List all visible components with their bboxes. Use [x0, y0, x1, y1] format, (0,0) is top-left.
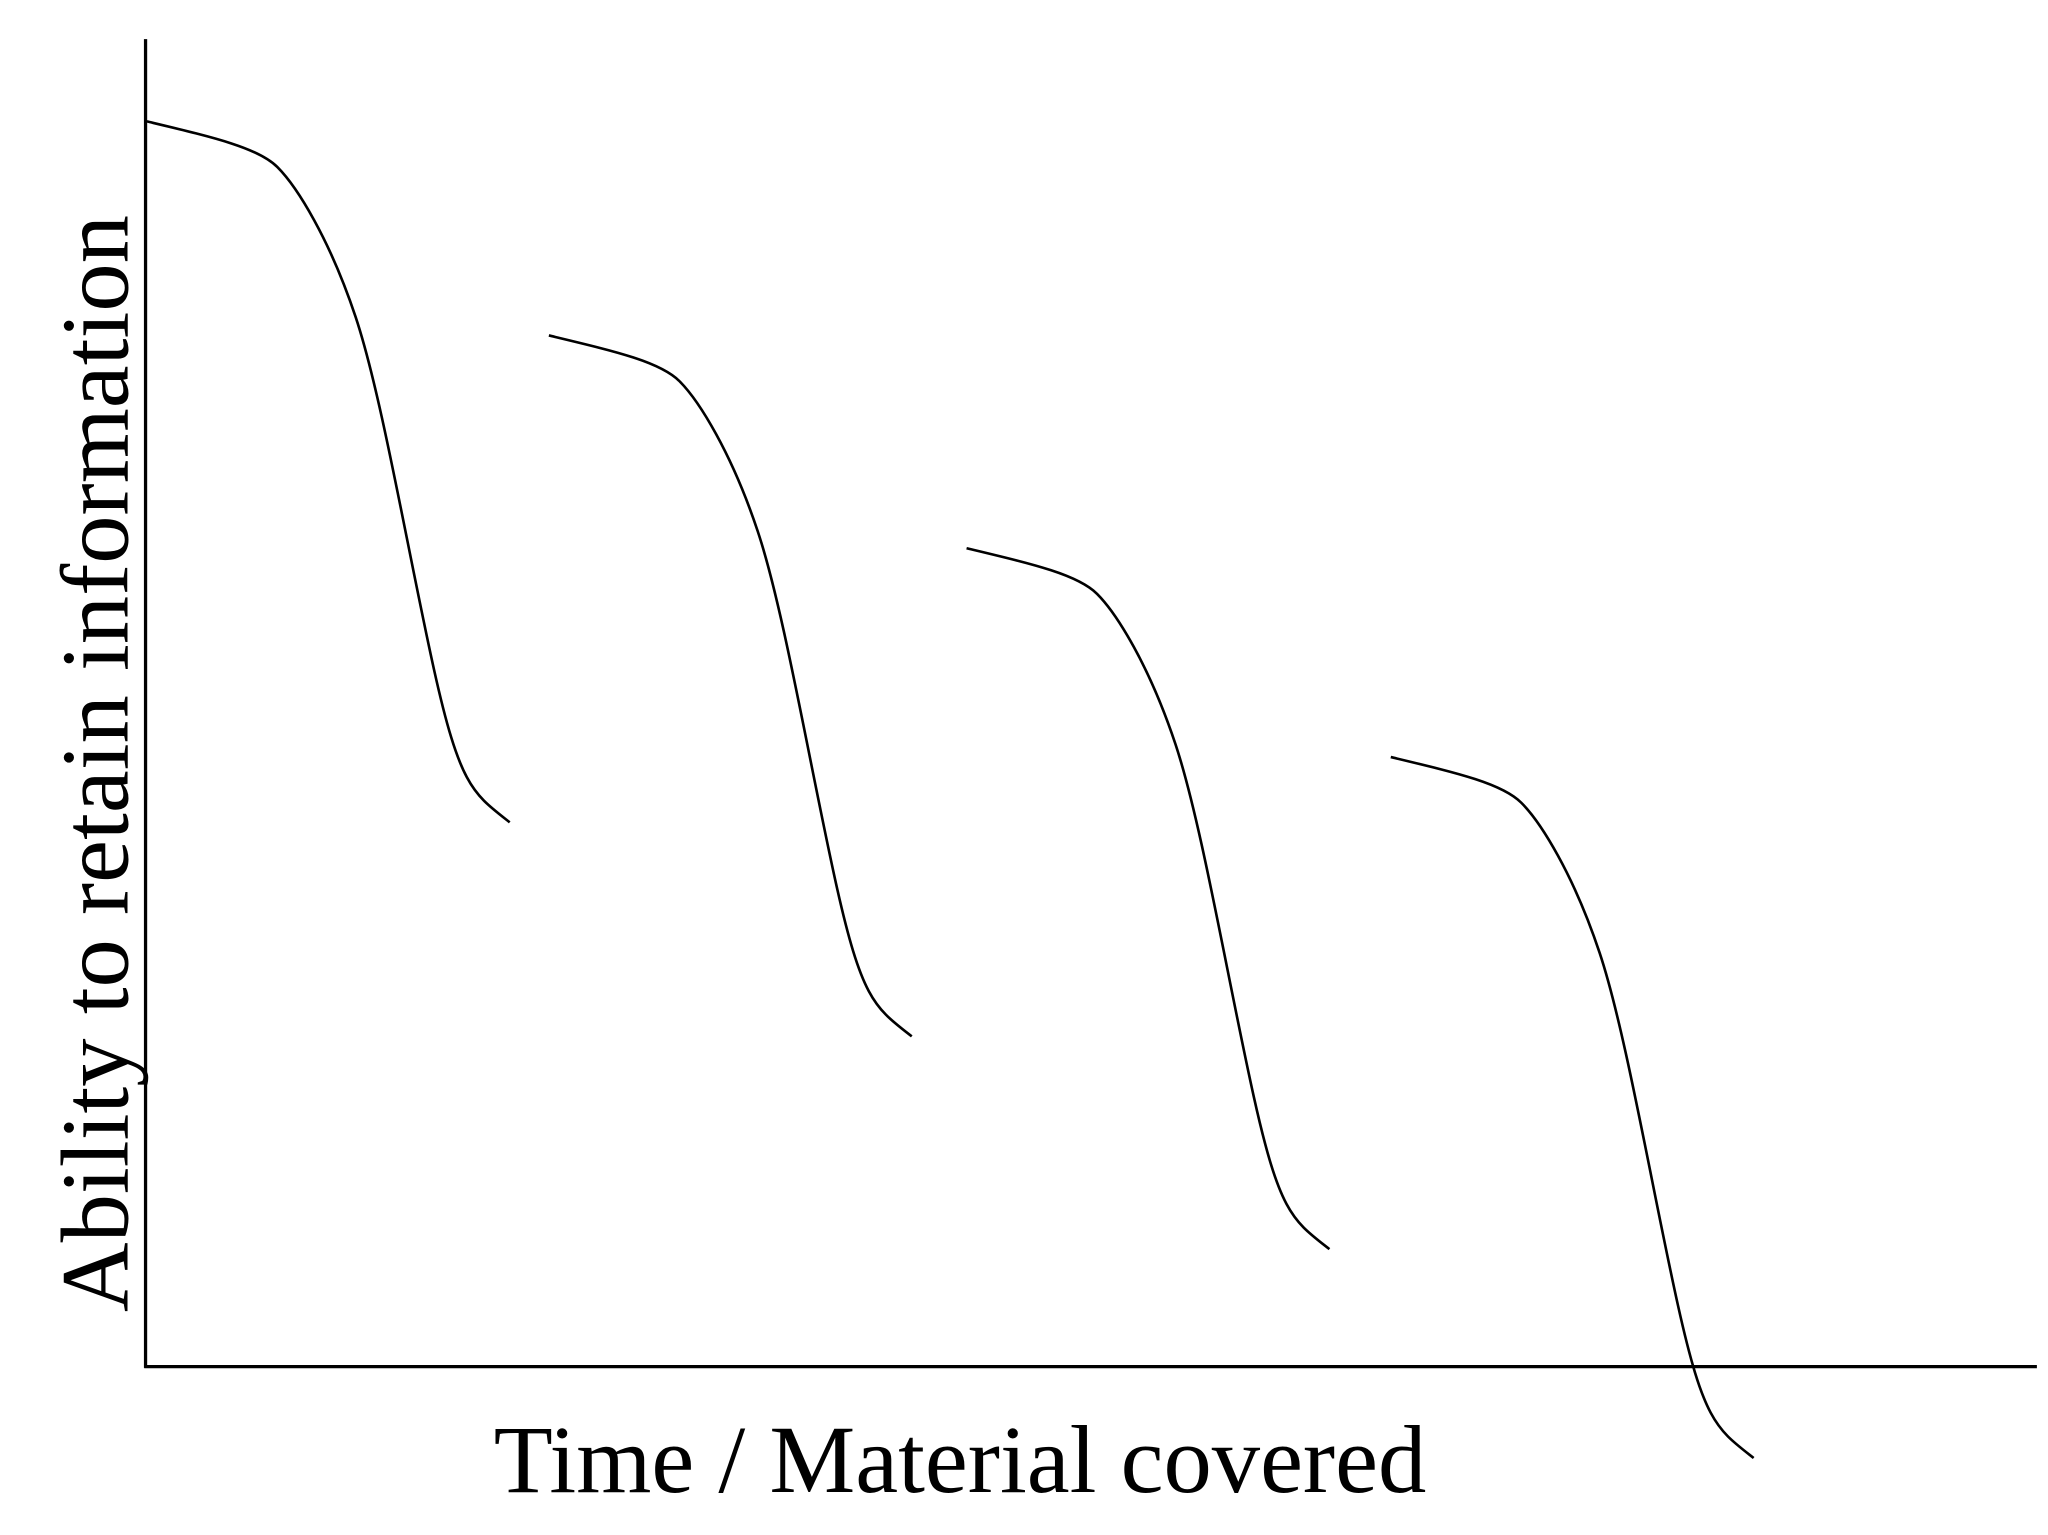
y-axis-label: Ability to retain information — [41, 215, 148, 1312]
forgetting-curve — [547, 334, 914, 1038]
forgetting-curve — [145, 120, 512, 824]
x-axis-label: Time / Material covered — [494, 1406, 1426, 1513]
forgetting-curve — [965, 546, 1331, 1251]
forgetting-curve — [1389, 755, 1755, 1460]
